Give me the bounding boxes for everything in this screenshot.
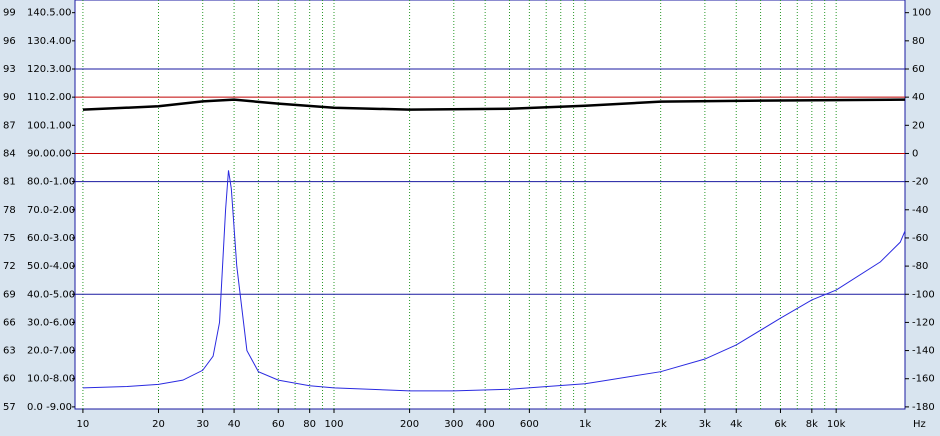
x-tick-label: 3k bbox=[699, 419, 711, 430]
y2-tick-label: 87 bbox=[3, 120, 16, 131]
left-label: 0.0 -9.00 bbox=[27, 402, 72, 413]
data-line bbox=[82, 170, 906, 392]
y2-tick-label: 66 bbox=[3, 317, 16, 328]
y-tick-label: 60 bbox=[912, 64, 925, 75]
y-tick-label: 0 bbox=[912, 148, 918, 159]
y-tick-label: -20 bbox=[912, 177, 928, 188]
y-tick-label: 80 bbox=[912, 36, 925, 47]
y2-tick-label: 69 bbox=[3, 289, 16, 300]
y-tick-label: -180 bbox=[912, 402, 935, 413]
y-tick-label: -60 bbox=[912, 233, 928, 244]
left-label: 130.4.00 bbox=[27, 36, 72, 47]
left-label: 60.0-3.00 bbox=[27, 233, 75, 244]
y2-tick-label: 75 bbox=[3, 233, 16, 244]
left-label: 50.0-4.00 bbox=[27, 261, 75, 272]
x-tick-label: 100 bbox=[324, 419, 343, 430]
left-label: 120.3.00 bbox=[27, 64, 72, 75]
x-tick-label: 200 bbox=[400, 419, 419, 430]
x-tick-label: 6k bbox=[774, 419, 786, 430]
x-tick-label: 30 bbox=[196, 419, 209, 430]
plot-area bbox=[74, 0, 906, 410]
y-tick-label: -120 bbox=[912, 317, 935, 328]
x-tick-label: 60 bbox=[272, 419, 285, 430]
x-tick-label: 80 bbox=[303, 419, 316, 430]
left-label: 40.0-5.00 bbox=[27, 289, 75, 300]
x-tick-label: 8k bbox=[806, 419, 818, 430]
left-label: 110.2.00 bbox=[27, 92, 72, 103]
x-tick-label: 20 bbox=[152, 419, 165, 430]
y2-tick-label: 90 bbox=[3, 92, 16, 103]
y2-tick-label: 63 bbox=[3, 346, 16, 357]
y2-tick-label: 93 bbox=[3, 64, 16, 75]
y2-tick-label: 57 bbox=[3, 402, 16, 413]
left-label: 10.0-8.00 bbox=[27, 374, 75, 385]
left-label: 70.0-2.00 bbox=[27, 205, 75, 216]
x-tick-label: 10k bbox=[827, 419, 846, 430]
left-label: 140.5.00 bbox=[27, 8, 72, 19]
y2-tick-label: 60 bbox=[3, 374, 16, 385]
data-line bbox=[82, 98, 906, 111]
x-tick-label: 4k bbox=[730, 419, 742, 430]
x-tick-label: 1k bbox=[579, 419, 591, 430]
y2-tick-label: 72 bbox=[3, 261, 16, 272]
left-label: 30.0-6.00 bbox=[27, 317, 75, 328]
x-axis-label: Hz bbox=[913, 419, 926, 430]
y-tick-label: -100 bbox=[912, 289, 935, 300]
x-tick-label: 300 bbox=[444, 419, 463, 430]
y-tick-label: 40 bbox=[912, 92, 925, 103]
y-tick-label: 20 bbox=[912, 120, 925, 131]
y-tick-label: -40 bbox=[912, 205, 928, 216]
x-tick-label: 600 bbox=[520, 419, 539, 430]
y2-tick-label: 81 bbox=[3, 177, 16, 188]
y-tick-label: -160 bbox=[912, 374, 935, 385]
left-label: 90.00.00 bbox=[27, 148, 72, 159]
y-tick-label: -140 bbox=[912, 346, 935, 357]
y2-tick-label: 99 bbox=[3, 8, 16, 19]
left-label: 100.1.00 bbox=[27, 120, 72, 131]
left-label: 80.0-1.00 bbox=[27, 177, 75, 188]
y2-tick-label: 84 bbox=[3, 148, 16, 159]
y2-tick-label: 96 bbox=[3, 36, 16, 47]
left-label: 20.0-7.00 bbox=[27, 346, 75, 357]
x-tick-label: 400 bbox=[476, 419, 495, 430]
y-tick-label: 100 bbox=[912, 8, 931, 19]
y-tick-label: -80 bbox=[912, 261, 928, 272]
x-tick-label: 40 bbox=[228, 419, 241, 430]
y2-tick-label: 78 bbox=[3, 205, 16, 216]
x-tick-label: 2k bbox=[655, 419, 667, 430]
x-tick-label: 10 bbox=[77, 419, 90, 430]
